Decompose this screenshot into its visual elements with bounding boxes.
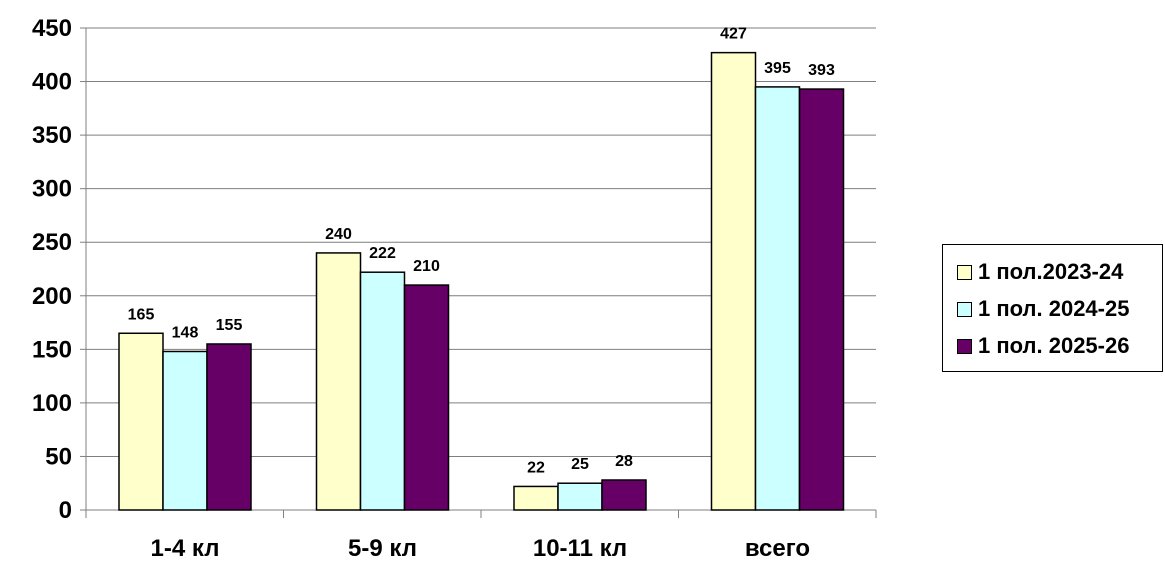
legend-swatch-series-1 (957, 264, 972, 280)
bar-1-2 (315, 252, 362, 511)
x-category-label: всего (745, 535, 810, 562)
y-tick-label: 250 (32, 229, 72, 256)
bar-3-3 (601, 479, 647, 511)
y-tick-label: 350 (32, 122, 72, 149)
x-category-label: 5-9 кл (348, 535, 417, 562)
legend-label-series-2: 1 пол. 2024-25 (978, 296, 1130, 321)
y-tick-label: 0 (59, 497, 72, 524)
bar-chart: 0 50 100 150 200 250 300 350 400 450 165 148 155 240… (32, 15, 877, 562)
y-tick-label: 150 (32, 336, 72, 363)
x-category-label: 10-11 кл (533, 535, 627, 562)
data-label-2-2: 222 (369, 245, 396, 262)
data-label-1-2: 240 (325, 226, 352, 243)
legend-item-series-2: 1 пол. 2024-25 (957, 296, 1130, 321)
data-label-2-4: 395 (764, 60, 791, 77)
bar-3-2 (403, 284, 450, 511)
data-label-1-1: 165 (128, 306, 155, 323)
data-label-1-3: 22 (527, 459, 545, 476)
legend-label-series-1: 1 пол.2023-24 (978, 259, 1124, 284)
bar-3-1 (206, 343, 252, 511)
legend: 1 пол.2023-24 1 пол. 2024-25 1 пол. 2025… (942, 244, 1163, 372)
x-category-label: 1-4 кл (151, 535, 220, 562)
y-tick-label: 100 (32, 390, 72, 417)
data-label-3-2: 210 (413, 258, 440, 275)
bar-1-4 (710, 51, 757, 511)
legend-swatch-series-2 (957, 301, 972, 317)
bar-1-1 (118, 332, 164, 511)
y-tick-label: 300 (32, 176, 72, 203)
bar-2-2 (359, 271, 406, 511)
legend-swatch-series-3 (957, 338, 972, 354)
data-label-2-3: 25 (571, 456, 589, 473)
data-label-2-1: 148 (172, 324, 199, 341)
legend-item-series-3: 1 пол. 2025-26 (957, 333, 1130, 358)
legend-label-series-3: 1 пол. 2025-26 (978, 333, 1130, 358)
y-tick-label: 50 (45, 443, 72, 470)
data-label-3-1: 155 (216, 317, 243, 334)
bar-1-3 (513, 485, 559, 511)
y-tick-label: 400 (32, 69, 72, 96)
y-axis-ticks: 0 50 100 150 200 250 300 350 400 450 (32, 15, 86, 524)
bar-2-1 (162, 350, 208, 511)
bars (118, 51, 845, 511)
bar-2-4 (754, 86, 801, 511)
legend-item-series-1: 1 пол.2023-24 (957, 259, 1124, 284)
data-label-1-4: 427 (720, 26, 747, 43)
data-label-3-3: 28 (615, 453, 633, 470)
bar-3-4 (798, 88, 845, 511)
data-label-3-4: 393 (808, 62, 835, 79)
x-axis-categories: 1-4 кл 5-9 кл 10-11 кл всего (151, 535, 811, 562)
y-tick-label: 200 (32, 283, 72, 310)
bar-2-3 (557, 482, 603, 511)
data-labels: 165 148 155 240 222 210 22 25 28 427 395 393 (128, 26, 835, 477)
y-tick-label: 450 (32, 15, 72, 42)
